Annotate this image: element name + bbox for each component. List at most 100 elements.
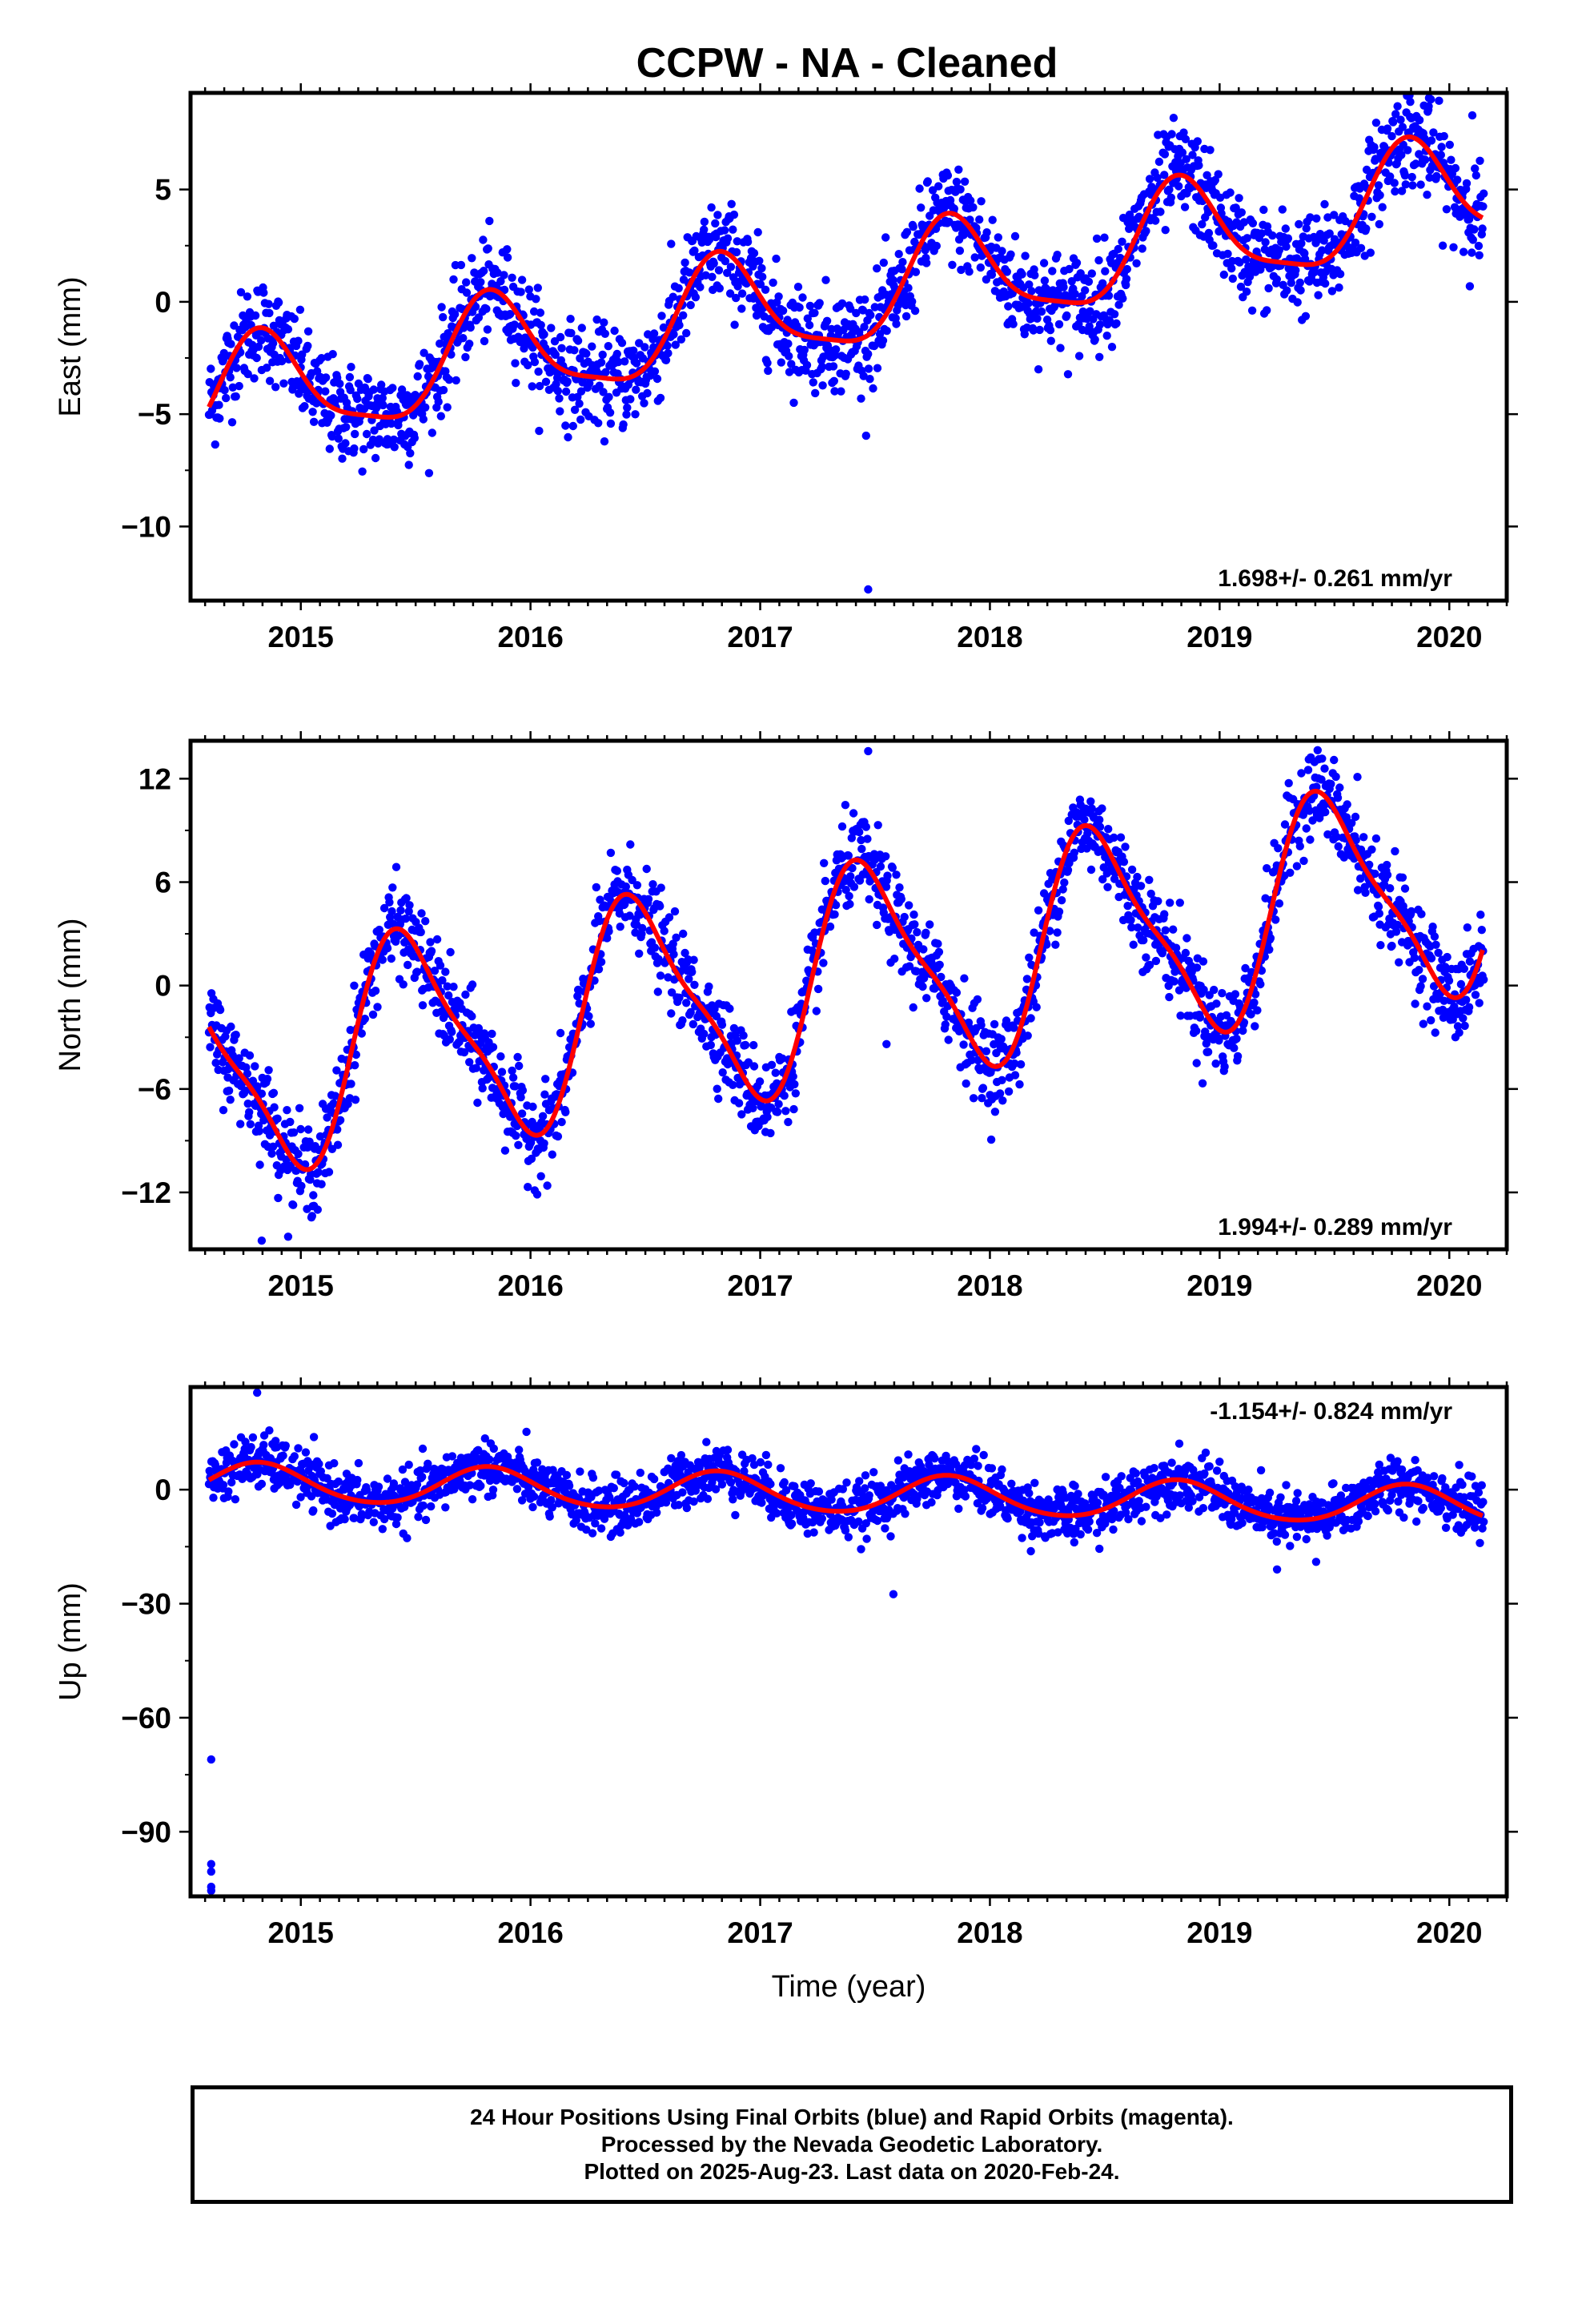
data-point bbox=[289, 1128, 299, 1137]
data-point bbox=[532, 295, 540, 304]
data-point bbox=[500, 285, 509, 295]
data-point bbox=[1371, 119, 1381, 127]
data-point bbox=[462, 278, 471, 287]
data-point bbox=[1192, 963, 1202, 972]
data-point bbox=[1411, 999, 1419, 1008]
data-point bbox=[671, 340, 680, 349]
data-point bbox=[1323, 830, 1332, 839]
data-point bbox=[644, 895, 653, 904]
outlier-point bbox=[864, 746, 873, 756]
data-point bbox=[527, 1154, 536, 1164]
data-point bbox=[1215, 193, 1225, 202]
data-point bbox=[1092, 234, 1102, 243]
data-point bbox=[841, 369, 850, 378]
data-point bbox=[563, 377, 572, 386]
data-point bbox=[327, 1509, 337, 1518]
data-point bbox=[642, 864, 651, 874]
data-point bbox=[341, 439, 350, 448]
data-point bbox=[1195, 1013, 1205, 1022]
data-point bbox=[1100, 233, 1109, 242]
data-point bbox=[1026, 1014, 1035, 1023]
data-point bbox=[1154, 157, 1164, 167]
data-point bbox=[1086, 307, 1094, 316]
data-point bbox=[596, 358, 606, 367]
data-point bbox=[290, 314, 299, 324]
data-point bbox=[251, 311, 260, 320]
data-point bbox=[1076, 269, 1085, 278]
data-point bbox=[688, 967, 697, 977]
data-point bbox=[564, 1482, 574, 1490]
data-point bbox=[965, 267, 974, 276]
data-point bbox=[224, 1487, 233, 1496]
data-point bbox=[528, 382, 536, 391]
data-point bbox=[209, 1494, 218, 1502]
data-point bbox=[1145, 960, 1154, 970]
data-point bbox=[1104, 292, 1114, 300]
data-point bbox=[508, 1066, 516, 1076]
data-point bbox=[1398, 123, 1407, 131]
data-point bbox=[594, 965, 604, 974]
data-point bbox=[1441, 963, 1450, 971]
data-point bbox=[351, 1050, 360, 1059]
data-point bbox=[1133, 872, 1142, 882]
data-point bbox=[388, 883, 397, 892]
data-point bbox=[427, 947, 436, 955]
data-point bbox=[1236, 282, 1246, 292]
data-point bbox=[1118, 237, 1126, 246]
data-point bbox=[533, 283, 542, 292]
data-point bbox=[789, 1104, 798, 1114]
data-point bbox=[1283, 234, 1293, 243]
data-point bbox=[536, 308, 545, 317]
data-point bbox=[1235, 258, 1244, 267]
data-point bbox=[564, 432, 572, 442]
data-point bbox=[402, 894, 411, 903]
data-point bbox=[283, 325, 293, 334]
data-point bbox=[1259, 205, 1268, 215]
data-point bbox=[1030, 928, 1038, 937]
data-point bbox=[848, 863, 857, 873]
data-point bbox=[1293, 298, 1302, 307]
data-point bbox=[1431, 940, 1440, 950]
data-point bbox=[1335, 783, 1344, 792]
data-point bbox=[1015, 1080, 1024, 1089]
data-point bbox=[350, 1514, 359, 1522]
data-point bbox=[309, 1433, 319, 1441]
data-point bbox=[725, 289, 735, 298]
data-point bbox=[1416, 982, 1425, 991]
data-point bbox=[449, 983, 458, 991]
data-point bbox=[741, 1040, 750, 1050]
data-point bbox=[756, 279, 765, 289]
data-point bbox=[769, 278, 777, 287]
data-point bbox=[861, 822, 871, 831]
data-point bbox=[268, 1142, 278, 1152]
data-point bbox=[1456, 979, 1466, 989]
data-point bbox=[763, 359, 772, 368]
data-point bbox=[528, 1502, 537, 1512]
data-point bbox=[830, 387, 839, 396]
data-point bbox=[515, 1445, 524, 1454]
data-point bbox=[729, 1080, 737, 1090]
data-point bbox=[383, 1474, 392, 1483]
data-point bbox=[562, 1470, 572, 1480]
data-point bbox=[568, 421, 577, 431]
data-point bbox=[934, 939, 942, 948]
data-point bbox=[418, 1473, 427, 1482]
data-point bbox=[235, 1054, 243, 1063]
data-point bbox=[845, 891, 853, 901]
data-point bbox=[465, 340, 474, 348]
data-point bbox=[1297, 239, 1306, 248]
data-point bbox=[1178, 148, 1187, 157]
x-tick-label: 2020 bbox=[1416, 1269, 1482, 1302]
data-point bbox=[1333, 794, 1343, 802]
data-point bbox=[1080, 815, 1089, 824]
data-point bbox=[296, 1493, 305, 1502]
data-point bbox=[1325, 229, 1334, 238]
data-point bbox=[960, 974, 969, 983]
data-point bbox=[1480, 189, 1488, 198]
data-point bbox=[421, 917, 430, 926]
data-point bbox=[430, 967, 440, 975]
data-point bbox=[327, 411, 335, 420]
data-point bbox=[1064, 816, 1074, 826]
data-point bbox=[1237, 208, 1247, 217]
